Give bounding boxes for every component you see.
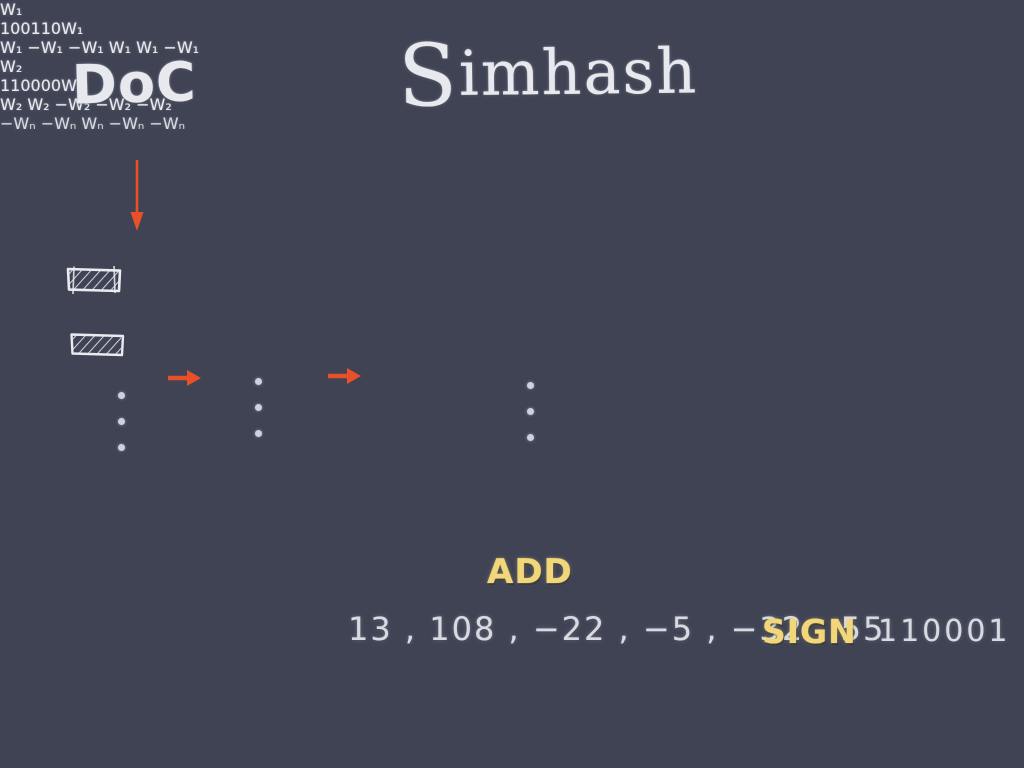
binary-hash-row-1: 100110W₁: [0, 19, 1024, 38]
ellipsis-dot: [527, 408, 534, 415]
arrow-right-icon: [328, 368, 361, 384]
title-remainder: imhash: [458, 34, 699, 110]
ellipsis-dot: [255, 430, 262, 437]
vertical-ellipsis-expansion-column: [527, 382, 536, 460]
binary-hash-row-2: 110000W₂: [0, 76, 1024, 95]
ellipsis-dot: [527, 434, 534, 441]
page-title: Simhash: [398, 26, 699, 127]
ellipsis-dot: [255, 378, 262, 385]
arrow-right-icon: [168, 370, 201, 386]
sign-operation-label: SIGN: [762, 612, 857, 651]
binary-weight-suffix: W₂: [61, 76, 84, 95]
vertical-ellipsis-binary-column: [255, 378, 264, 456]
signed-expansion-row-n: −Wₙ −Wₙ Wₙ −Wₙ −Wₙ: [0, 114, 185, 133]
document-hatch-box: [70, 333, 125, 357]
ellipsis-dot: [118, 418, 125, 425]
ellipsis-dot: [527, 382, 534, 389]
ellipsis-dot: [118, 392, 125, 399]
ellipsis-dot: [118, 444, 125, 451]
simhash-output-fingerprint: 110001: [878, 614, 1011, 649]
binary-weight-suffix: W₁: [61, 19, 84, 38]
signed-expansion-row-1: W₁ −W₁ −W₁ W₁ W₁ −W₁: [0, 38, 200, 57]
binary-digits: 110000: [0, 76, 62, 95]
binary-digits: 100110: [0, 19, 62, 38]
add-operation-label: ADD: [487, 552, 573, 592]
title-capital-letter: S: [397, 25, 460, 127]
row-label-w1: W₁: [0, 0, 23, 19]
signed-expansion-row-2: W₂ W₂ −W₂ −W₂ −W₂: [0, 95, 172, 114]
doc-title: DoC: [71, 50, 198, 117]
arrow-down-icon: [130, 160, 144, 231]
ellipsis-dot: [255, 404, 262, 411]
document-hatch-box: [66, 266, 122, 294]
row-label-w2: W₂: [0, 57, 23, 76]
column-sums: 13 , 108 , −22 , −5 , −32 , 55: [348, 610, 886, 648]
vertical-ellipsis-doc-column: [118, 392, 127, 470]
